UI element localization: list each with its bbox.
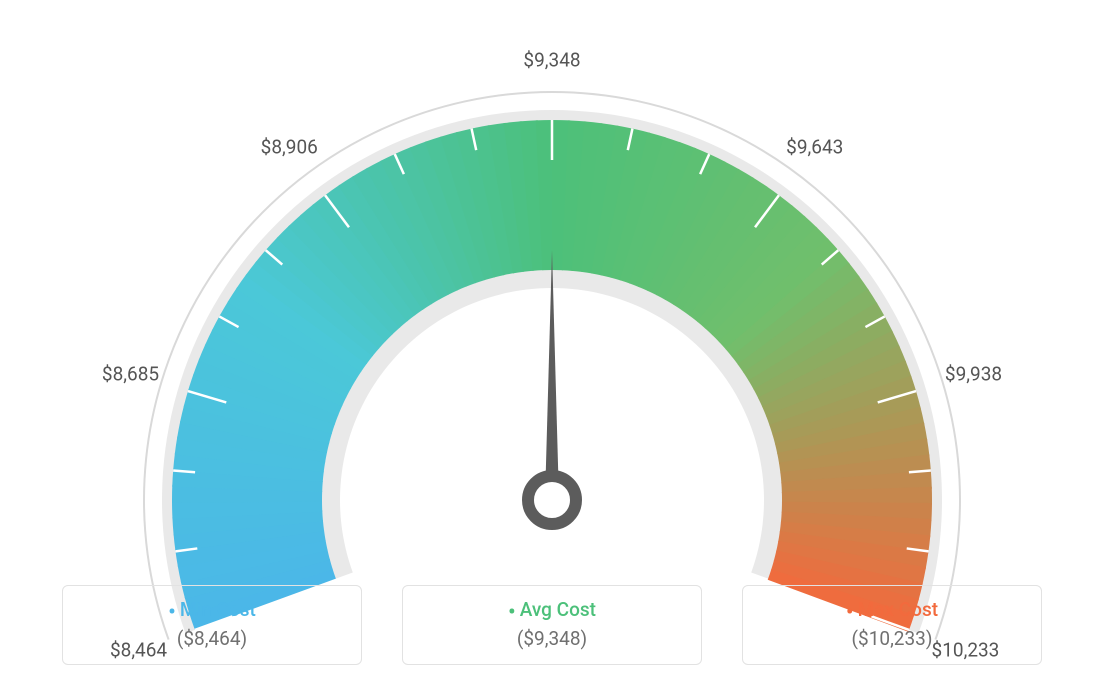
legend-value: ($10,233) [743, 627, 1041, 650]
legend-card: •Avg Cost ($9,348) [402, 585, 702, 665]
legend-card: •Min Cost ($8,464) [62, 585, 362, 665]
legend-value: ($8,464) [63, 627, 361, 650]
legend-title-text: Max Cost [858, 598, 938, 621]
legend-title: •Max Cost [846, 598, 938, 621]
legend-value: ($9,348) [403, 627, 701, 650]
legend-title-text: Avg Cost [520, 598, 596, 621]
gauge-tick-label: $8,685 [102, 362, 159, 385]
gauge-tick-label: $9,348 [523, 49, 580, 72]
legend-row: •Min Cost($8,464)•Avg Cost($9,348)•Max C… [0, 585, 1104, 665]
gauge-needle [528, 250, 576, 524]
gauge-tick-label: $8,906 [261, 136, 318, 159]
bullet-icon: • [846, 600, 858, 625]
bullet-icon: • [508, 600, 520, 625]
legend-title: •Avg Cost [508, 598, 596, 621]
legend-card: •Max Cost ($10,233) [742, 585, 1042, 665]
bullet-icon: • [168, 600, 180, 625]
legend-title-text: Min Cost [180, 598, 256, 621]
cost-gauge-chart: $8,464$8,685$8,906$9,348$9,643$9,938$10,… [0, 0, 1104, 690]
legend-title: •Min Cost [168, 598, 256, 621]
gauge-tick-label: $9,938 [945, 362, 1002, 385]
gauge-tick-label: $9,643 [786, 136, 843, 159]
